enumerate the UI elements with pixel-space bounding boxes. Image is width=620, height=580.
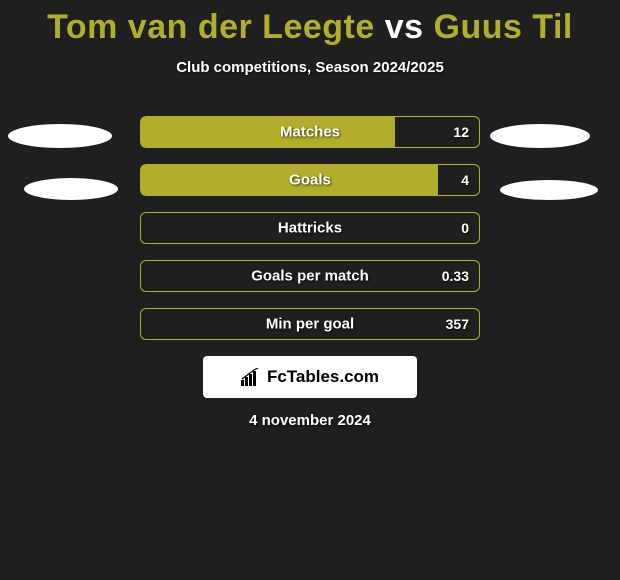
stat-bar-label: Hattricks xyxy=(141,220,479,237)
decorative-ellipse xyxy=(490,124,590,148)
stat-bar-value: 0.33 xyxy=(442,268,469,284)
stat-bar-label: Min per goal xyxy=(141,316,479,333)
stat-bar-label: Goals per match xyxy=(141,268,479,285)
brand-logo: FcTables.com xyxy=(241,367,379,387)
stat-bar-fill xyxy=(141,117,395,147)
brand-text: FcTables.com xyxy=(267,367,379,387)
page-title: Tom van der Leegte vs Guus Til xyxy=(0,0,620,47)
stat-bar-value: 12 xyxy=(453,124,469,140)
title-player-1: Tom van der Leegte xyxy=(47,8,385,46)
subtitle: Club competitions, Season 2024/2025 xyxy=(0,59,620,76)
stat-bars: Matches12 Goals4 Hattricks0 Goals per match… xyxy=(140,116,480,340)
bar-chart-icon xyxy=(241,368,263,386)
stat-bar-value: 357 xyxy=(446,316,469,332)
stat-bar: Hattricks0 xyxy=(140,212,480,244)
stat-bar-value: 4 xyxy=(461,172,469,188)
decorative-ellipse xyxy=(500,180,598,200)
stat-bar-fill xyxy=(141,165,438,195)
comparison-infographic: Tom van der Leegte vs Guus Til Club comp… xyxy=(0,0,620,580)
stat-bar: Matches12 xyxy=(140,116,480,148)
title-player-2: Guus Til xyxy=(424,8,573,46)
stat-bar: Min per goal357 xyxy=(140,308,480,340)
date-label: 4 november 2024 xyxy=(0,412,620,429)
stat-bar: Goals4 xyxy=(140,164,480,196)
decorative-ellipse xyxy=(24,178,118,200)
brand-box: FcTables.com xyxy=(203,356,417,398)
title-vs: vs xyxy=(385,8,424,46)
stat-bar: Goals per match0.33 xyxy=(140,260,480,292)
stat-bar-value: 0 xyxy=(461,220,469,236)
decorative-ellipse xyxy=(8,124,112,148)
